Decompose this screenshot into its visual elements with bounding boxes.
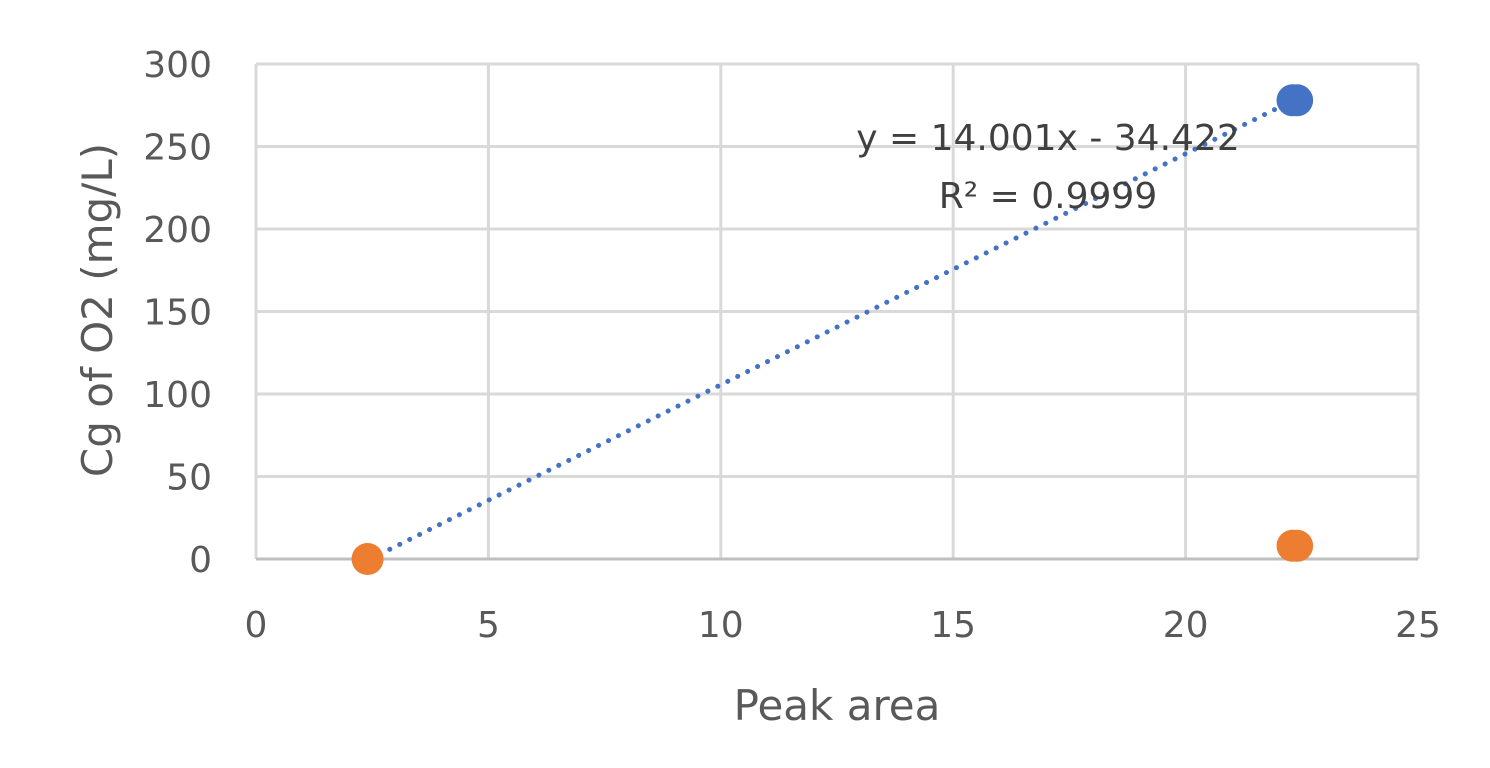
trendline-equation-label: y = 14.001x - 34.422	[856, 118, 1239, 159]
y-tick-label: 200	[143, 210, 212, 251]
trendline-r2-label: R² = 0.9999	[939, 176, 1157, 217]
data-point	[351, 543, 384, 575]
y-tick-label: 150	[143, 293, 212, 334]
y-tick-label: 0	[189, 540, 212, 581]
y-axis-title: Cg of O2 (mg/L)	[73, 143, 122, 477]
data-point	[1281, 529, 1314, 562]
labels-layer: y = 14.001x - 34.422 R² = 0.9999 Peak ar…	[73, 118, 1240, 730]
trendline	[367, 98, 1296, 562]
y-tick-label: 300	[143, 45, 212, 86]
x-axis-title: Peak area	[734, 681, 941, 730]
x-tick-label: 25	[1395, 605, 1441, 646]
data-point	[1281, 84, 1314, 117]
axis-layer: 0 50 100 150 200 250 300 0 5 10 15 20 25	[143, 45, 1441, 646]
y-tick-label: 100	[143, 375, 212, 416]
x-tick-label: 20	[1163, 605, 1209, 646]
grid-layer	[254, 62, 1420, 559]
y-tick-label: 250	[143, 128, 212, 169]
x-tick-label: 5	[477, 605, 500, 646]
data-points-layer	[351, 84, 1314, 575]
trendline-layer	[367, 98, 1296, 562]
y-tick-label: 50	[166, 458, 212, 499]
x-tick-label: 0	[245, 605, 268, 646]
x-tick-label: 10	[698, 605, 744, 646]
x-tick-label: 15	[930, 605, 976, 646]
